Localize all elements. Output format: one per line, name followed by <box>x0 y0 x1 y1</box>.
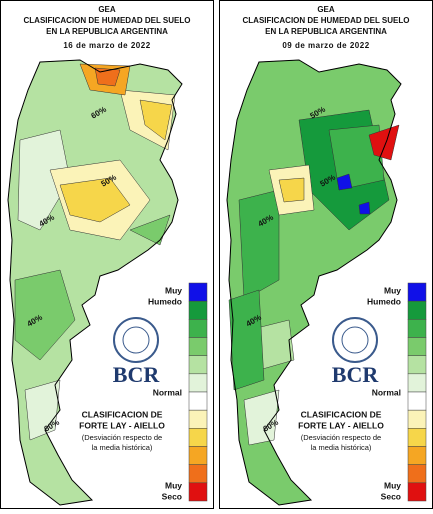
logo-seal <box>332 317 378 363</box>
moisture-zone <box>129 214 171 246</box>
legend-swatch <box>407 428 427 447</box>
legend-swatch <box>407 355 427 375</box>
legend-swatch <box>188 482 208 502</box>
legend-swatch <box>407 282 427 302</box>
legend-label: Humedo <box>367 296 401 306</box>
legend-swatch <box>188 446 208 465</box>
note: (Desviación respecto de <box>301 433 381 442</box>
moisture-zone <box>17 129 71 231</box>
legend-swatch <box>188 337 208 356</box>
legend-swatch <box>407 482 427 502</box>
legend-label: Normal <box>372 387 401 397</box>
legend-label: Muy <box>384 285 401 295</box>
moisture-zone <box>228 289 265 391</box>
title: EN LA REPUBLICA ARGENTINA <box>265 27 387 36</box>
moisture-zone <box>278 177 305 203</box>
method: FORTE LAY - AIELLO <box>79 420 165 430</box>
moisture-zone <box>24 379 61 441</box>
legend-swatch <box>188 282 208 302</box>
method: CLASIFICACION DE <box>82 409 163 419</box>
method: FORTE LAY - AIELLO <box>298 420 384 430</box>
moisture-zone <box>59 177 131 223</box>
legend-swatch <box>188 464 208 484</box>
logo-seal-inner <box>341 326 369 354</box>
legend-swatch <box>188 428 208 447</box>
org: GEA <box>98 5 116 14</box>
legend-label: Humedo <box>148 296 182 306</box>
moisture-zone <box>358 201 371 215</box>
country-outline <box>7 59 183 506</box>
title: EN LA REPUBLICA ARGENTINA <box>46 27 168 36</box>
note: (Desviación respecto de <box>82 433 162 442</box>
legend-swatch <box>188 391 208 411</box>
legend-swatch <box>188 319 208 338</box>
moisture-zone <box>368 124 400 161</box>
title: CLASIFICACION DE HUMEDAD DEL SUELO <box>24 16 191 25</box>
legend-label: Muy <box>165 285 182 295</box>
country-outline <box>226 59 402 506</box>
moisture-zone <box>14 269 76 361</box>
title: CLASIFICACION DE HUMEDAD DEL SUELO <box>243 16 410 25</box>
date: 09 de marzo de 2022 <box>282 41 369 50</box>
moisture-zone <box>243 389 280 446</box>
legend-swatch <box>188 355 208 375</box>
legend-swatch <box>407 373 427 393</box>
legend-swatch <box>407 446 427 465</box>
legend-swatch <box>188 300 208 320</box>
legend-swatch <box>407 391 427 411</box>
legend-label: Normal <box>153 387 182 397</box>
moisture-zone <box>336 173 353 191</box>
legend-label: Seco <box>162 491 182 501</box>
moisture-zone <box>139 99 173 141</box>
legend-swatch <box>188 373 208 393</box>
legend-swatch <box>407 409 427 429</box>
org: GEA <box>317 5 335 14</box>
legend-swatch <box>407 300 427 320</box>
logo-text: BCR <box>113 362 161 387</box>
moisture-zone <box>328 124 385 191</box>
legend-swatch <box>407 464 427 484</box>
method: CLASIFICACION DE <box>301 409 382 419</box>
panel: GEA CLASIFICACION DE HUMEDAD DEL SUELO EN … <box>0 0 214 509</box>
note: la media histórica) <box>311 443 372 452</box>
logo-seal-inner <box>122 326 150 354</box>
panel: GEA CLASIFICACION DE HUMEDAD DEL SUELO EN … <box>219 0 433 509</box>
date: 16 de marzo de 2022 <box>63 41 150 50</box>
legend-swatch <box>188 409 208 429</box>
legend-swatch <box>407 319 427 338</box>
legend-swatch <box>407 337 427 356</box>
legend-label: Seco <box>381 491 401 501</box>
note: la media histórica) <box>92 443 153 452</box>
logo-seal <box>113 317 159 363</box>
legend-label: Muy <box>165 480 182 490</box>
legend-label: Muy <box>384 480 401 490</box>
logo-text: BCR <box>332 362 380 387</box>
moisture-zone <box>238 189 280 301</box>
